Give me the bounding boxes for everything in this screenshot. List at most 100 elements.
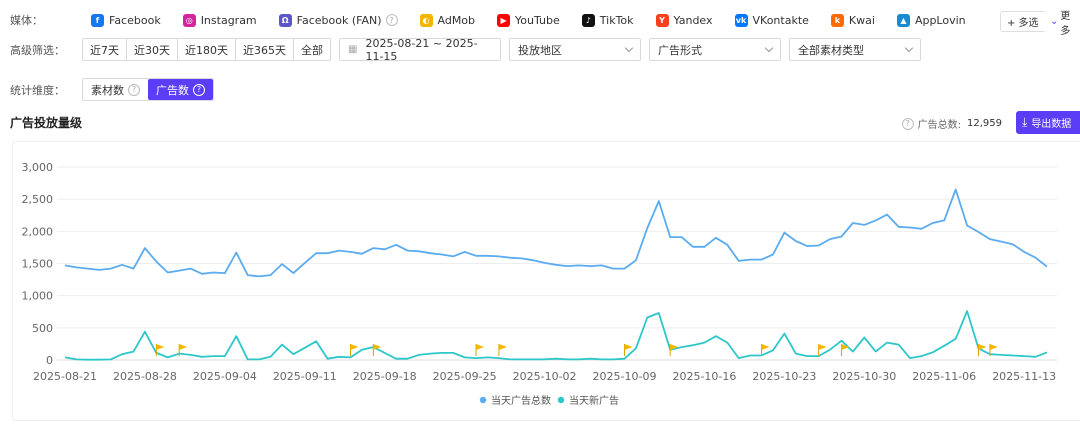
tiktok-icon: ♪ [581,13,595,27]
legend-swatch [557,396,565,404]
more-label: 更多 [1060,10,1071,37]
x-tick-label: 2025-10-16 [672,370,736,383]
vkontakte-icon: vk [734,13,748,27]
platform-instagram[interactable]: ◎ Instagram [182,13,257,27]
platform-list: f Facebook ◎ Instagram Ω Facebook (FAN)? ◐ AdMo… [91,13,988,27]
region-select[interactable]: 投放地区 [509,38,641,61]
help-icon[interactable]: ? [901,117,914,130]
platform-youtube[interactable]: ▶ YouTube [497,13,560,27]
flag-marker-icon [498,344,507,350]
legend-label: 当天新广告 [569,394,619,407]
flag-marker-icon [156,344,165,350]
flag-marker-icon [624,344,633,350]
platform-applovin[interactable]: ▲ AppLovin [896,13,966,27]
x-tick-label: 2025-09-25 [433,370,497,383]
flag-marker-icon [818,344,827,350]
chevron-down-icon [624,43,634,53]
flag-marker-icon [841,344,850,350]
range-180d[interactable]: 近180天 [178,39,236,60]
legend-label: 当天广告总数 [491,394,551,407]
x-tick-label: 2025-11-13 [992,370,1056,383]
help-icon[interactable]: ? [128,83,140,96]
x-tick-label: 2025-09-04 [193,370,257,383]
flag-marker-icon [978,344,987,350]
region-value: 投放地区 [518,43,562,57]
y-tick-label: 1,000 [22,290,54,303]
dimension-material-count[interactable]: 素材数 ? [83,79,148,100]
export-label: 导出数据 [1031,119,1072,130]
x-tick-label: 2025-11-06 [912,370,976,383]
range-365d[interactable]: 近365天 [236,39,294,60]
date-range-value: 2025-08-21 ~ 2025-11-15 [365,36,478,63]
download-icon: ⤓ [1022,115,1028,129]
platform-vkontakte[interactable]: vk VKontakte [734,13,809,27]
flag-marker-icon [476,344,485,350]
material-type-value: 全部素材类型 [798,43,864,57]
flag-marker-icon [670,344,679,350]
series-line [64,310,1048,361]
help-icon[interactable]: ? [385,14,398,26]
ad-format-value: 广告形式 [658,43,702,57]
material-type-select[interactable]: 全部素材类型 [789,38,921,61]
platform-label: Facebook (FAN) [296,13,382,27]
x-tick-label: 2025-08-21 [33,370,97,383]
dimension-ad-count[interactable]: 广告数 ? [148,79,213,100]
y-tick-label: 500 [32,322,53,335]
x-tick-label: 2025-10-30 [832,370,896,383]
ad-format-select[interactable]: 广告形式 [649,38,781,61]
youtube-icon: ▶ [497,13,511,27]
x-tick-label: 2025-10-23 [752,370,816,383]
total-ads-label: 广告总数: [917,120,961,131]
kwai-icon: k [830,13,844,27]
flag-marker-icon [373,344,382,350]
x-tick-label: 2025-09-11 [273,370,337,383]
y-tick-label: 3,000 [22,161,54,174]
platform-label: Kwai [848,13,875,27]
range-30d[interactable]: 近30天 [127,39,178,60]
chevron-down-icon: ⌄ [1050,16,1059,27]
dimension-material-label: 素材数 [91,83,124,97]
media-label: 媒体： [10,14,43,27]
range-7d[interactable]: 近7天 [83,39,127,60]
more-button[interactable]: ⌄ 更多 [1044,11,1080,37]
dimension-row: 统计维度： 素材数 ? 广告数 ? [0,78,214,101]
platform-label: AdMob [437,13,476,27]
platform-label: AppLovin [914,13,966,27]
dimension-ad-label: 广告数 [156,83,189,97]
platform-admob[interactable]: ◐ AdMob [419,13,476,27]
help-icon[interactable]: ? [193,83,205,96]
line-chart: 0 500 1,000 1,500 2,000 2,500 3,000 2025-08-21 2… [22,161,1057,407]
multi-select-label: + 多选 [1007,18,1039,29]
dimension-label: 统计维度： [10,83,65,97]
platform-yandex[interactable]: Y Yandex [655,13,713,27]
flag-marker-icon [179,344,188,350]
platform-kwai[interactable]: k Kwai [830,13,875,27]
x-tick-label: 2025-10-09 [593,370,657,383]
platform-tiktok[interactable]: ♪ TikTok [581,13,634,27]
admob-icon: ◐ [419,13,433,27]
multi-select-button[interactable]: + 多选 [1000,11,1046,32]
chart-container: 0 500 1,000 1,500 2,000 2,500 3,000 2025-08-21 2… [12,141,1080,421]
series-line [64,188,1048,278]
chevron-down-icon [764,43,774,53]
instagram-icon: ◎ [182,13,196,27]
x-tick-label: 2025-09-18 [353,370,417,383]
yandex-icon: Y [655,13,669,27]
platform-label: TikTok [599,13,634,27]
chevron-down-icon [904,43,914,53]
y-tick-label: 0 [46,354,53,367]
applovin-icon: ▲ [896,13,910,27]
legend-swatch [479,396,487,404]
y-tick-label: 2,000 [22,225,54,238]
platform-facebook[interactable]: f Facebook [91,13,161,27]
x-tick-label: 2025-08-28 [113,370,177,383]
range-all[interactable]: 全部 [301,43,323,57]
export-button[interactable]: ⤓ 导出数据 [1016,111,1080,134]
media-filter-row: 媒体： f Facebook ◎ Instagram Ω Facebook (FAN)? ◐… [0,12,988,28]
platform-facebook-fan[interactable]: Ω Facebook (FAN)? [278,13,398,27]
y-tick-label: 1,500 [22,258,54,271]
date-range-picker[interactable]: ▦ 2025-08-21 ~ 2025-11-15 [339,36,501,63]
calendar-icon: ▦ [348,44,358,55]
facebook-icon: f [91,13,104,27]
advanced-label: 高级筛选： [10,43,65,57]
